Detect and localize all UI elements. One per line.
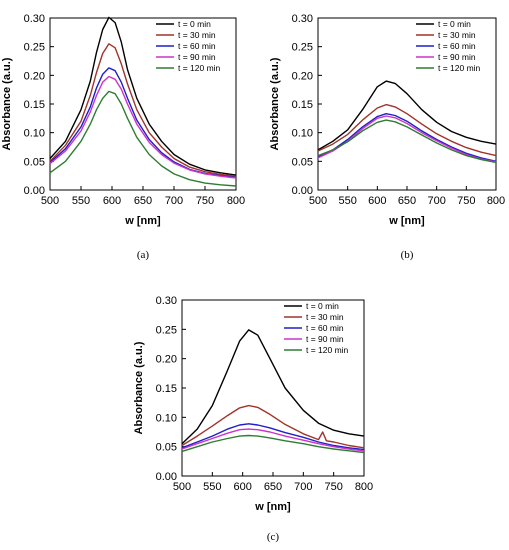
x-tick-label: 600 [368, 195, 386, 207]
x-tick-label: 500 [309, 195, 327, 207]
x-tick-label: 700 [427, 195, 445, 207]
legend-label: t = 90 min [438, 52, 476, 62]
panel-label: (c) [267, 531, 280, 543]
x-axis-label: w [nm] [254, 501, 291, 513]
series-line-4 [49, 75, 237, 179]
panel-label: (b) [401, 249, 414, 261]
x-tick-label: 700 [165, 195, 183, 207]
legend-label: t = 120 min [438, 63, 481, 73]
y-tick-label: 0.20 [24, 70, 45, 82]
y-tick-label: 0.30 [292, 13, 313, 25]
legend-label: t = 30 min [306, 312, 344, 322]
y-axis-label: Absorbance (a.u.) [133, 341, 145, 434]
legend-label: t = 60 min [178, 41, 216, 51]
legend-label: t = 60 min [438, 41, 476, 51]
legend-label: t = 30 min [438, 30, 476, 40]
series-line-4 [317, 115, 497, 163]
y-tick-label: 0.15 [24, 99, 45, 111]
y-tick-label: 0.10 [156, 412, 177, 424]
series-line-1 [317, 80, 497, 151]
series-line-3 [317, 112, 497, 162]
x-tick-label: 700 [294, 481, 312, 493]
y-tick-label: 0.05 [292, 156, 313, 168]
x-tick-label: 550 [203, 481, 221, 493]
y-tick-label: 0.05 [156, 442, 177, 454]
x-tick-label: 650 [398, 195, 416, 207]
y-tick-label: 0.20 [292, 70, 313, 82]
series-line-5 [181, 434, 365, 454]
x-axis-label: w [nm] [124, 215, 161, 227]
y-tick-label: 0.25 [156, 324, 177, 336]
y-tick-label: 0.15 [156, 383, 177, 395]
legend-label: t = 120 min [178, 63, 221, 73]
y-tick-label: 0.05 [24, 156, 45, 168]
y-tick-label: 0.30 [24, 13, 45, 25]
series-line-3 [181, 423, 365, 451]
x-tick-label: 600 [103, 195, 121, 207]
legend-label: t = 90 min [178, 52, 216, 62]
legend-label: t = 30 min [178, 30, 216, 40]
x-tick-label: 800 [487, 195, 505, 207]
series-line-4 [181, 428, 365, 452]
legend-label: t = 120 min [306, 345, 349, 355]
x-tick-label: 500 [173, 481, 191, 493]
legend-label: t = 0 min [178, 19, 211, 29]
chart-panel-1: 500 550 600 650 700 750 800 0.00 0.05 0.10 0.15 0.2… [1, 13, 245, 261]
y-axis-label: Absorbance (a.u.) [1, 57, 13, 150]
x-tick-label: 750 [196, 195, 214, 207]
y-axis-label: Absorbance (a.u.) [269, 57, 281, 150]
x-tick-label: 650 [134, 195, 152, 207]
series-line-2 [317, 103, 497, 157]
x-tick-label: 550 [72, 195, 90, 207]
series-line-2 [181, 404, 365, 449]
y-tick-label: 0.10 [292, 128, 313, 140]
chart-panel-3: 500 550 600 650 700 750 800 0.00 0.05 0.10 0.15 0.2… [133, 295, 373, 543]
y-tick-label: 0.00 [24, 185, 45, 197]
series-line-5 [49, 90, 237, 187]
panel-label: (a) [137, 249, 150, 261]
x-tick-label: 600 [233, 481, 251, 493]
series-line-5 [317, 119, 497, 164]
y-tick-label: 0.20 [156, 354, 177, 366]
series-line-2 [49, 43, 237, 177]
x-tick-label: 750 [324, 481, 342, 493]
chart-panel-2: 500 550 600 650 700 750 800 0.00 0.05 0.10 0.15 0.2… [269, 13, 505, 261]
x-tick-label: 750 [457, 195, 475, 207]
y-tick-label: 0.10 [24, 128, 45, 140]
legend-label: t = 0 min [306, 301, 339, 311]
x-tick-label: 550 [338, 195, 356, 207]
x-axis-label: w [nm] [388, 215, 425, 227]
series-line-1 [49, 16, 237, 176]
y-tick-label: 0.00 [292, 185, 313, 197]
y-tick-label: 0.25 [24, 42, 45, 54]
y-tick-label: 0.25 [292, 42, 313, 54]
legend-label: t = 60 min [306, 323, 344, 333]
x-tick-label: 500 [41, 195, 59, 207]
y-tick-label: 0.00 [156, 471, 177, 483]
x-tick-label: 800 [355, 481, 373, 493]
y-tick-label: 0.15 [292, 99, 313, 111]
legend-label: t = 90 min [306, 334, 344, 344]
x-tick-label: 800 [227, 195, 245, 207]
y-tick-label: 0.30 [156, 295, 177, 307]
x-tick-label: 650 [264, 481, 282, 493]
series-line-1 [181, 329, 365, 445]
legend-label: t = 0 min [438, 19, 471, 29]
